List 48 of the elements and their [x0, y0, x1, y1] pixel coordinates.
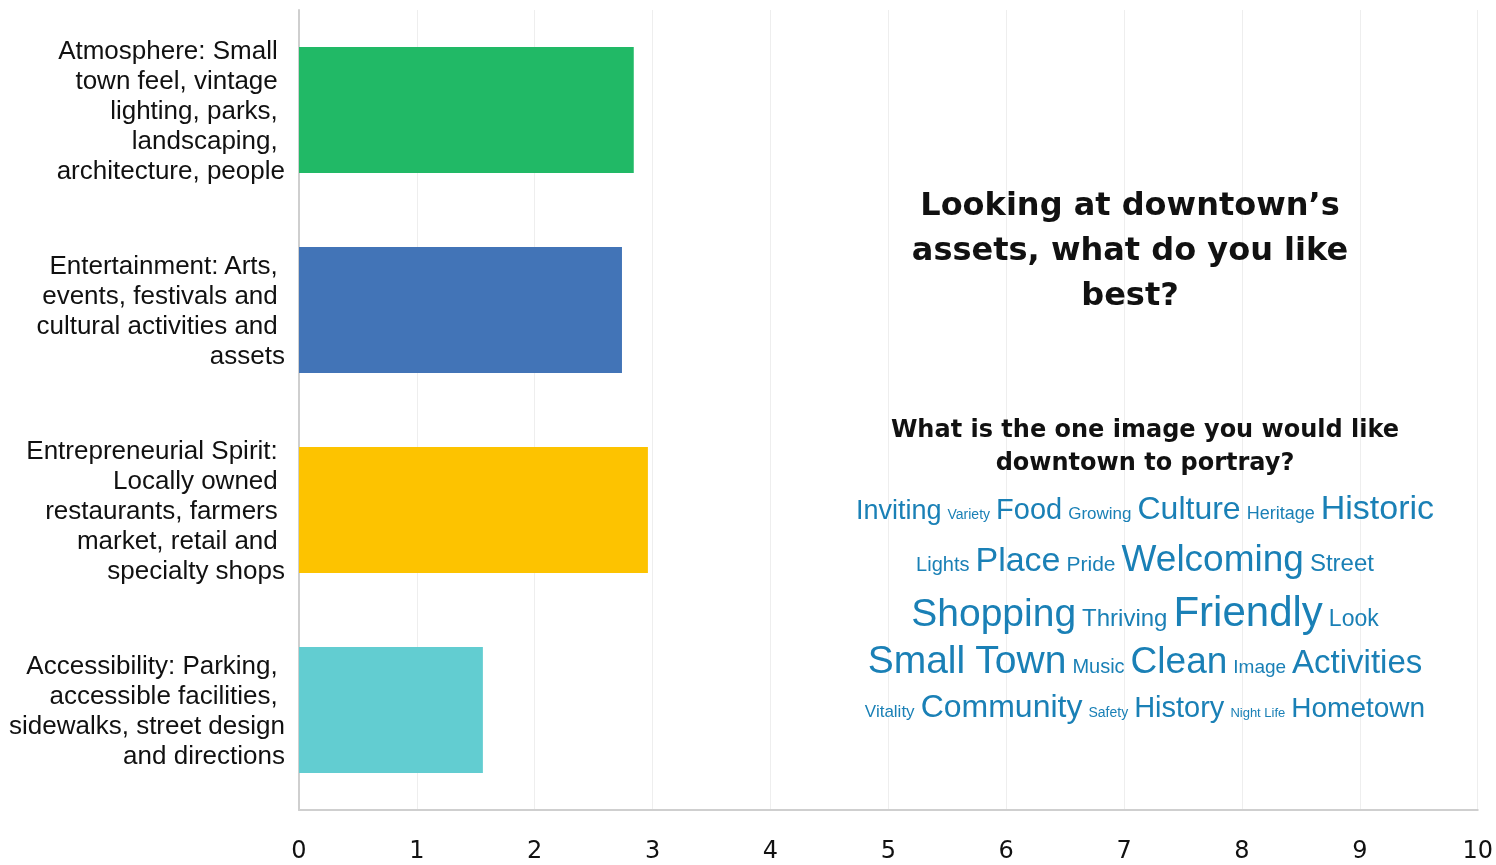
annotation: Community: [920, 688, 1083, 725]
annotation: Welcoming: [1121, 538, 1304, 580]
annotation: Street: [1309, 549, 1374, 577]
x-tick-label: 10: [1462, 836, 1493, 864]
annotation: Look: [1328, 605, 1379, 632]
x-tick-label: 5: [880, 836, 897, 864]
annotation: Growing: [1068, 504, 1132, 524]
annotation: Image: [1233, 656, 1287, 678]
annotation: Historic: [1320, 488, 1435, 527]
annotation: Pride: [1066, 552, 1116, 576]
y-tick-label: Entertainment: Arts, events, festivals and cultural activities and assets: [36, 250, 285, 370]
x-tick-label: 4: [762, 836, 779, 864]
x-tick-label: 7: [1116, 836, 1132, 864]
x-tick-label: 2: [527, 836, 543, 864]
text: What is the one image you would like downtown to portray?: [889, 414, 1401, 478]
annotation: Activities: [1292, 643, 1423, 681]
annotation: Vitality: [864, 702, 915, 722]
annotation: Friendly: [1173, 588, 1323, 636]
x-tick-label: 9: [1352, 836, 1368, 864]
x-tick-label: 3: [644, 836, 661, 864]
annotation: Thriving: [1082, 604, 1168, 632]
y-tick-label: Accessibility: Parking, accessible facilities, sidewalks, street design and directions: [8, 650, 285, 770]
annotation: Clean: [1130, 640, 1228, 682]
annotation: Small Town: [867, 638, 1067, 682]
annotation: Night Life: [1230, 705, 1286, 720]
annotation: Music: [1072, 655, 1125, 678]
bar: [299, 47, 634, 173]
annotation: Food: [996, 493, 1063, 526]
y-tick-label: Entrepreneurial Spirit: Locally owned restaurants, farmers market, retail and specialty shops: [26, 435, 285, 585]
annotation: Shopping: [911, 591, 1077, 635]
annotation: Place: [975, 540, 1061, 579]
annotation: Lights: [916, 553, 970, 576]
bar: [299, 647, 483, 773]
annotation: Hometown: [1291, 692, 1426, 724]
annotation: Inviting: [855, 495, 942, 526]
annotation: Culture: [1137, 490, 1241, 527]
annotation: Heritage: [1246, 503, 1315, 524]
bar: [299, 247, 622, 373]
y-tick-label: Atmosphere: Small town feel, vintage lighting, parks, landscaping, architecture, people: [56, 35, 285, 185]
x-tick-label: 8: [1234, 836, 1250, 864]
x-tick-label: 6: [998, 836, 1014, 864]
annotation: Safety: [1088, 704, 1129, 720]
annotation: History: [1134, 691, 1225, 724]
bar: [299, 447, 648, 573]
annotation: Variety: [947, 506, 991, 522]
x-tick-label: 1: [409, 836, 425, 864]
x-tick-label: 0: [291, 836, 307, 864]
text: Looking at downtown’s assets, what do you like best?: [910, 184, 1350, 315]
